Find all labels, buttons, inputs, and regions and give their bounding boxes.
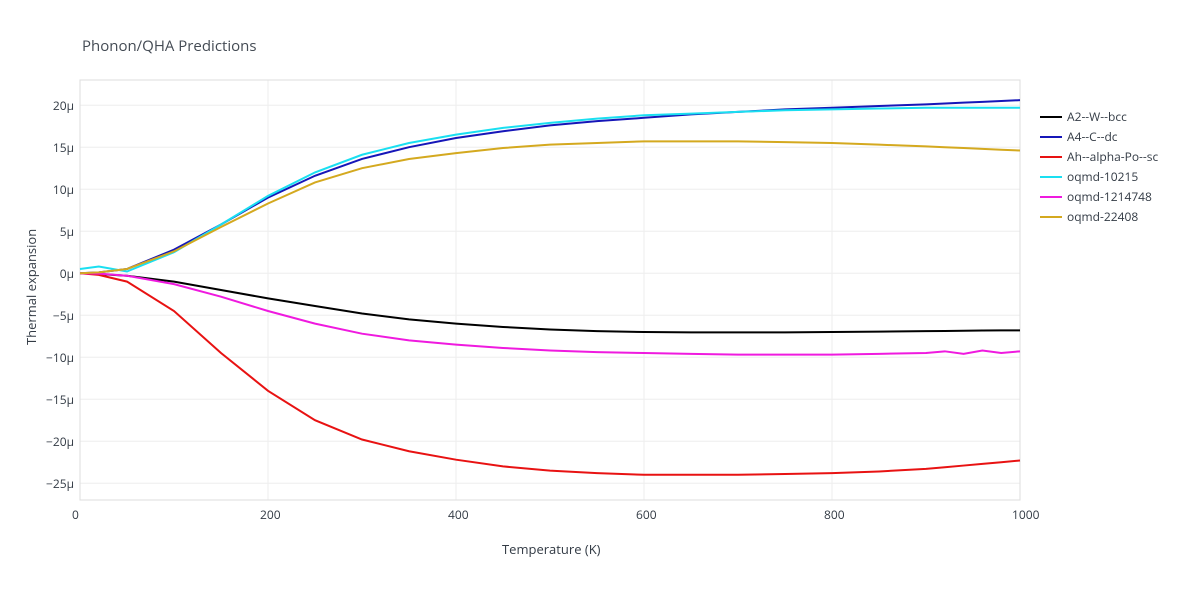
series-oqmd-22408 [80,141,1020,273]
y-tick-label: −10μ [46,349,74,366]
legend-swatch [1040,136,1062,138]
legend-item[interactable]: oqmd-1214748 [1040,188,1158,205]
legend-item[interactable]: oqmd-22408 [1040,208,1158,225]
y-tick-label: −5μ [53,307,74,324]
y-tick-label: 20μ [53,97,74,114]
y-tick-label: −15μ [46,391,74,408]
series-oqmd-1214748 [80,273,1020,354]
series-A4--C--dc [80,100,1020,273]
legend-swatch [1040,156,1062,158]
x-tick-label: 600 [636,506,657,523]
legend-label: oqmd-10215 [1067,168,1138,185]
x-tick-label: 800 [824,506,845,523]
y-tick-label: −25μ [46,475,74,492]
y-tick-label: 15μ [53,139,74,156]
legend-item[interactable]: oqmd-10215 [1040,168,1158,185]
legend-item[interactable]: A2--W--bcc [1040,108,1158,125]
legend-label: Ah--alpha-Po--sc [1067,148,1158,165]
x-tick-label: 1000 [1012,506,1039,523]
legend-label: oqmd-1214748 [1067,188,1152,205]
y-tick-label: 10μ [53,181,74,198]
y-tick-label: 0μ [60,265,74,282]
legend-swatch [1040,196,1062,198]
legend-item[interactable]: A4--C--dc [1040,128,1158,145]
series-Ah--alpha-Po--sc [80,273,1020,475]
x-axis-label: Temperature (K) [502,540,601,558]
legend-label: oqmd-22408 [1067,208,1138,225]
y-axis-label: Thermal expansion [22,229,40,345]
legend-swatch [1040,116,1062,118]
x-tick-label: 400 [448,506,469,523]
y-tick-label: 5μ [60,223,74,240]
legend: A2--W--bcc A4--C--dc Ah--alpha-Po--sc oqmd-… [1040,108,1158,228]
y-tick-label: −20μ [46,433,74,450]
series-A2--W--bcc [80,273,1020,332]
x-tick-label: 200 [260,506,281,523]
legend-item[interactable]: Ah--alpha-Po--sc [1040,148,1158,165]
legend-swatch [1040,176,1062,178]
x-tick-label: 0 [72,506,79,523]
legend-label: A2--W--bcc [1067,108,1127,125]
legend-label: A4--C--dc [1067,128,1118,145]
legend-swatch [1040,216,1062,218]
